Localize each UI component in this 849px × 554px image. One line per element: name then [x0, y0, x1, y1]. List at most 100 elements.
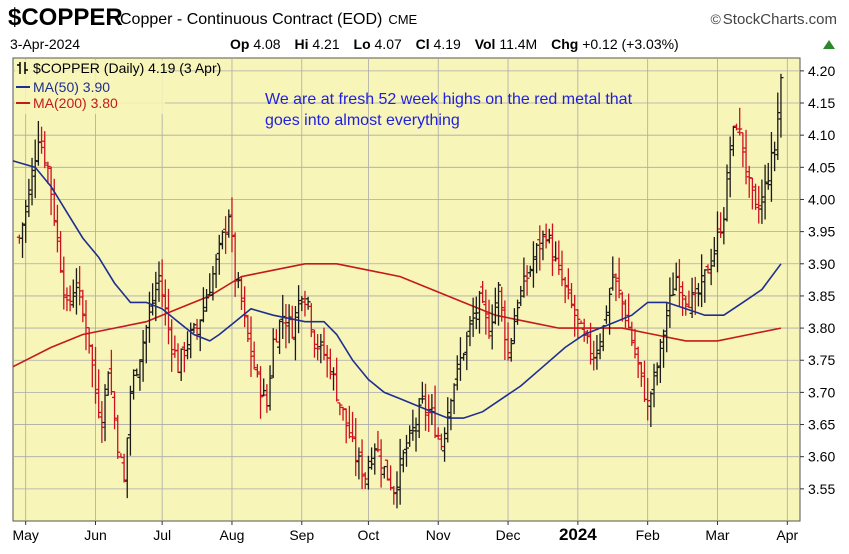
ohlc-bar	[549, 223, 555, 276]
y-tick-label: 3.65	[808, 417, 835, 433]
ohlc-bar	[594, 335, 600, 370]
ohlc-bar	[258, 366, 264, 419]
ohlc-bar	[461, 352, 467, 361]
ohlc-bar	[407, 425, 413, 447]
ohlc-bar	[645, 378, 651, 421]
ohlc-bar	[150, 283, 156, 316]
ma50-line	[12, 160, 782, 419]
up-arrow-icon	[823, 40, 835, 49]
y-tick-label: 4.00	[808, 191, 835, 207]
ohlc-bar	[213, 254, 219, 289]
ohlc-bar	[613, 273, 619, 302]
ohlc-bar	[23, 199, 29, 243]
ohlc-bar	[118, 453, 124, 459]
ohlc-bar	[708, 248, 714, 286]
low-label: Lo	[353, 36, 371, 52]
ohlc-bar	[724, 164, 730, 222]
ohlc-bar	[137, 359, 143, 391]
x-tick-label: Apr	[776, 527, 798, 543]
y-tick-label: 4.20	[808, 63, 835, 79]
instrument-description: Copper - Continuous Contract (EOD) CME	[120, 11, 417, 29]
ohlc-bar	[296, 285, 302, 334]
ohlc-bar	[629, 321, 635, 346]
ohlc-bar	[778, 73, 784, 138]
legend-price: $COPPER (Daily) 4.19 (3 Apr)	[33, 60, 221, 76]
ohlc-bar	[467, 315, 473, 347]
ohlc-bar	[730, 125, 736, 157]
ohlc-bar	[530, 241, 536, 288]
ohlc-bar	[410, 409, 416, 441]
ohlc-bar	[45, 161, 51, 184]
ohlc-bar	[692, 276, 698, 315]
ohlc-bar	[204, 288, 210, 312]
ohlc-bar	[397, 438, 403, 505]
ohlc-bar	[718, 212, 724, 238]
ohlc-bar	[185, 331, 191, 360]
quote-line: Op 4.08 Hi 4.21 Lo 4.07 Cl 4.19 Vol 11.4…	[230, 36, 689, 52]
price-bars	[16, 73, 784, 509]
ohlc-bar	[638, 361, 644, 387]
ohlc-bar	[416, 398, 422, 439]
ohlc-bar	[299, 296, 305, 312]
ohlc-bar	[200, 287, 206, 323]
ohlc-bar	[267, 365, 273, 411]
ohlc-bar	[565, 268, 571, 300]
ohlc-bar	[70, 279, 76, 308]
legend: $COPPER (Daily) 4.19 (3 Apr) MA(50) 3.90…	[15, 60, 221, 114]
ohlc-bar	[191, 322, 197, 334]
ohlc-bar	[112, 391, 118, 430]
ohlc-bar	[61, 256, 67, 310]
ohlc-bar	[483, 289, 489, 335]
ma200-line	[12, 263, 782, 368]
ohlc-bar	[232, 232, 238, 297]
ohlc-bar	[400, 449, 406, 473]
open-label: Op	[230, 36, 250, 52]
ohlc-bar	[499, 286, 505, 322]
ohlc-bar	[334, 357, 340, 402]
volume-value: 11.4M	[499, 36, 538, 52]
ohlc-bar	[664, 302, 670, 353]
ma200-series	[12, 263, 782, 368]
ohlc-bar	[480, 280, 486, 304]
ohlc-bar	[251, 341, 257, 370]
ohlc-bar	[378, 439, 384, 488]
high-value: 4.21	[312, 36, 340, 52]
ohlc-bar	[86, 327, 92, 354]
ohlc-bar	[156, 261, 162, 302]
ohlc-bar	[302, 290, 308, 317]
x-tick-label: May	[12, 527, 38, 543]
ohlc-bar	[486, 299, 492, 339]
close-value: 4.19	[433, 36, 461, 52]
ohlc-bar	[165, 288, 171, 345]
ohlc-bar	[603, 305, 609, 324]
ohlc-bar	[216, 234, 222, 275]
ohlc-bar	[734, 123, 740, 131]
ohlc-bar	[375, 430, 381, 453]
ohlc-bar	[714, 211, 720, 273]
ohlc-bar	[546, 228, 552, 244]
open-value: 4.08	[253, 36, 281, 52]
close-label: Cl	[415, 36, 430, 52]
ohlc-bar	[140, 329, 146, 382]
ohlc-bar	[695, 283, 701, 307]
ohlc-bar	[102, 384, 108, 442]
ohlc-bar	[496, 282, 502, 326]
ohlc-bar	[207, 273, 213, 296]
ohlc-bar	[80, 289, 86, 323]
y-tick-label: 3.70	[808, 384, 835, 400]
ohlc-bar	[67, 285, 73, 312]
x-tick-label: Feb	[636, 527, 660, 543]
high-label: Hi	[294, 36, 309, 52]
ohlc-bar	[99, 401, 105, 443]
x-tick-label: Dec	[496, 527, 521, 543]
ohlc-bar	[527, 265, 533, 277]
ohlc-bar	[327, 348, 333, 380]
ohlc-bar	[622, 299, 628, 329]
ohlc-bar	[369, 447, 375, 470]
ohlc-bar	[286, 304, 292, 344]
brand-name: StockCharts.com	[722, 11, 837, 28]
ohlc-bar	[765, 162, 771, 190]
ohlc-bar	[39, 126, 45, 154]
ohlc-bar	[673, 262, 679, 291]
ohlc-bar	[235, 272, 241, 289]
